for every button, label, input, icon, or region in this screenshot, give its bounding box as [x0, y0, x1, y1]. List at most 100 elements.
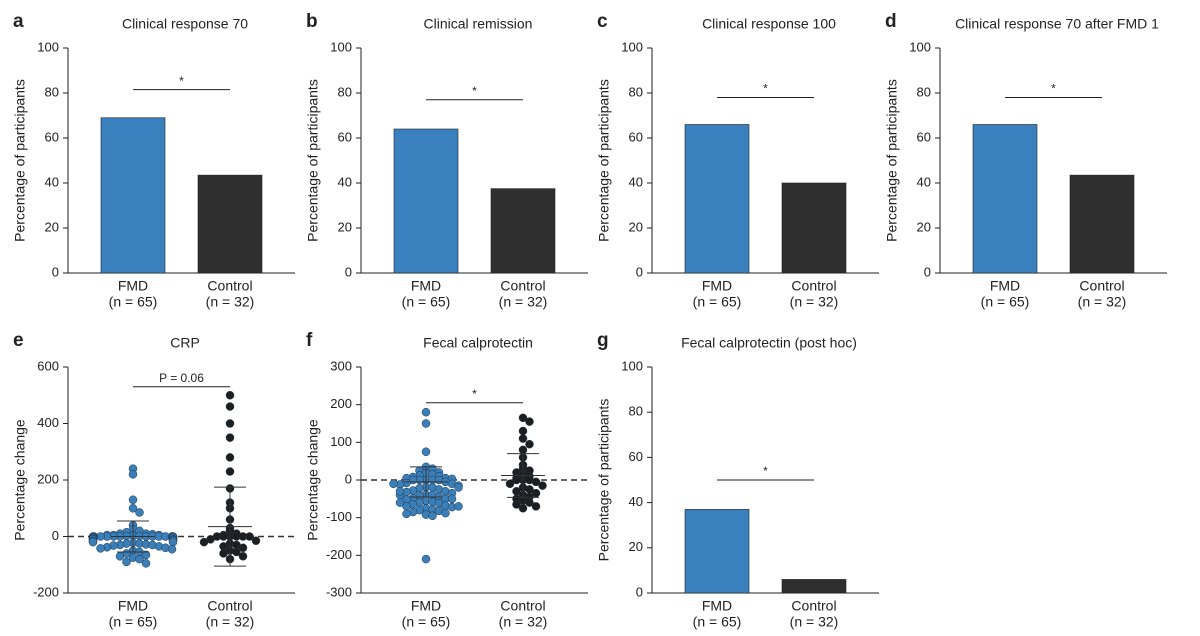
bar — [684, 124, 750, 274]
x-tick-note: (n = 32) — [499, 294, 548, 310]
y-tick-label: 400 — [37, 415, 59, 430]
y-tick-label: 20 — [629, 539, 643, 554]
significance-label: * — [179, 74, 184, 88]
y-tick-label: 80 — [629, 84, 643, 99]
y-tick-label: 200 — [330, 396, 352, 411]
chart-title: Clinical remission — [424, 16, 533, 32]
x-tick-note: (n = 32) — [499, 614, 548, 630]
y-tick-label: 60 — [629, 449, 643, 464]
data-point — [518, 426, 528, 436]
bar — [1069, 174, 1135, 274]
data-point — [518, 445, 528, 455]
x-tick-label: FMD — [118, 278, 148, 294]
y-tick-label: 40 — [45, 174, 59, 189]
bar — [972, 124, 1038, 274]
chart-title: Clinical response 70 — [122, 16, 248, 32]
y-tick-label: 100 — [909, 39, 931, 54]
data-point — [199, 537, 209, 547]
panel-letter: b — [306, 11, 318, 32]
x-tick-note: (n = 65) — [109, 614, 158, 630]
bar — [393, 128, 459, 274]
data-point — [96, 544, 105, 553]
data-point — [531, 502, 541, 511]
data-point — [454, 502, 463, 511]
y-tick-label: -100 — [326, 509, 352, 524]
data-point — [525, 498, 534, 507]
data-point — [421, 407, 431, 417]
y-tick-label: 60 — [338, 129, 352, 144]
y-tick-label: 80 — [629, 404, 643, 419]
y-tick-label: 0 — [345, 264, 352, 279]
x-tick-note: (n = 65) — [402, 294, 451, 310]
y-tick-label: 40 — [629, 174, 643, 189]
y-tick-label: 100 — [37, 39, 59, 54]
data-point — [122, 557, 131, 567]
data-point — [402, 509, 411, 519]
x-tick-note: (n = 65) — [109, 294, 158, 310]
data-point — [128, 495, 138, 505]
y-tick-label: 0 — [924, 264, 931, 279]
x-tick-label: Control — [207, 278, 252, 294]
data-point — [238, 552, 248, 561]
y-tick-label: 100 — [621, 358, 643, 373]
x-tick-note: (n = 32) — [206, 294, 255, 310]
y-axis-label: Percentage of participants — [596, 399, 612, 562]
data-point — [238, 543, 248, 553]
data-point — [88, 537, 98, 547]
y-tick-label: 100 — [621, 39, 643, 54]
data-point — [525, 417, 534, 426]
data-point — [232, 547, 241, 557]
y-tick-label: -200 — [33, 584, 59, 599]
significance-label: * — [763, 464, 768, 478]
y-axis-label: Percentage of participants — [305, 79, 321, 242]
x-tick-label: Control — [791, 278, 836, 294]
panel-letter: a — [13, 11, 24, 32]
y-tick-label: 20 — [917, 219, 931, 234]
data-point — [225, 391, 235, 400]
data-point — [395, 487, 405, 496]
y-tick-label: 0 — [52, 264, 59, 279]
panel-letter: e — [13, 330, 24, 351]
x-tick-label: Control — [500, 278, 545, 294]
x-tick-label: Control — [207, 598, 252, 614]
data-point — [115, 552, 125, 561]
y-tick-label: 40 — [629, 494, 643, 509]
panel-letter: f — [306, 330, 313, 351]
x-tick-note: (n = 32) — [206, 614, 255, 630]
y-tick-label: 0 — [345, 471, 352, 486]
data-point — [395, 498, 405, 507]
data-point — [245, 532, 254, 541]
panel-letter: c — [597, 11, 608, 32]
data-point — [225, 402, 235, 411]
chart-title: CRP — [170, 335, 200, 351]
x-tick-note: (n = 32) — [1078, 294, 1127, 310]
x-tick-label: FMD — [411, 278, 441, 294]
y-tick-label: 80 — [45, 84, 59, 99]
data-point — [518, 413, 528, 423]
data-point — [512, 475, 521, 485]
y-tick-label: 60 — [629, 129, 643, 144]
y-axis-label: Percentage change — [305, 419, 321, 541]
y-tick-label: 100 — [330, 434, 352, 449]
y-tick-label: 60 — [45, 129, 59, 144]
x-tick-note: (n = 65) — [402, 614, 451, 630]
data-point — [225, 419, 235, 428]
bar — [197, 174, 263, 274]
x-tick-label: Control — [791, 598, 836, 614]
y-axis-label: Percentage change — [12, 419, 28, 541]
x-tick-label: Control — [1079, 278, 1124, 294]
x-tick-label: FMD — [702, 278, 732, 294]
data-point — [225, 433, 235, 442]
chart-title: Clinical response 70 after FMD 1 — [955, 16, 1159, 32]
x-tick-label: Control — [500, 598, 545, 614]
bar — [781, 182, 847, 274]
data-point — [141, 559, 151, 568]
data-point — [135, 508, 144, 517]
x-tick-note: (n = 65) — [981, 294, 1030, 310]
y-tick-label: 60 — [917, 129, 931, 144]
y-tick-label: 0 — [636, 264, 643, 279]
data-point — [421, 447, 431, 456]
data-point — [225, 453, 235, 462]
y-axis-label: Percentage of participants — [596, 79, 612, 242]
